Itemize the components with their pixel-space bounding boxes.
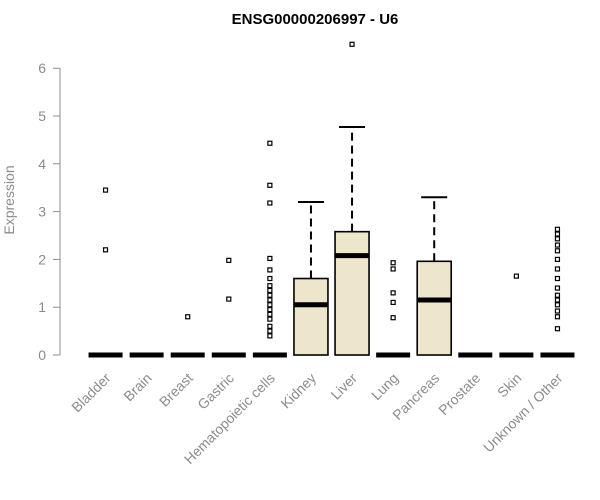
y-tick-label: 5 [38,108,46,124]
plot-area [88,41,575,358]
box-lung [376,260,411,358]
outlier-point [226,257,232,263]
outlier-point [185,314,191,320]
y-axis-label: Expression [1,165,17,234]
outlier-point [554,285,561,291]
outlier-point [554,292,561,298]
x-tick-label: Skin [494,370,525,401]
x-tick-label: Brain [120,370,154,404]
y-axis: 0 1 2 3 4 5 6 [38,60,61,363]
y-tick-label: 0 [38,347,46,363]
box-unknown-other [540,226,575,358]
outlier-point [554,248,561,254]
outlier-point [267,311,273,317]
box-iqr [416,260,453,356]
outlier-point [267,292,273,298]
y-tick-label: 4 [38,156,46,172]
outlier-point [554,297,561,303]
outlier-point [267,283,273,289]
outlier-point [554,242,561,248]
outlier-point [390,260,396,266]
x-tick-label: Bladder [68,370,114,416]
outlier-point [554,226,561,232]
outlier-point [554,256,561,262]
x-tick-label: Prostate [435,370,483,418]
x-tick-label: Liver [327,370,360,403]
box-skin [499,273,534,358]
outlier-point [267,316,273,322]
outlier-point [554,236,561,242]
outlier-point [102,247,109,253]
y-tick-label: 2 [38,251,46,267]
outlier-point [554,314,561,320]
outlier-point [390,266,396,272]
outlier-point [554,308,561,314]
x-tick-label: Lung [368,370,401,403]
outlier-point [267,287,273,294]
outlier-point [390,290,396,296]
box-hematopoietic-cells [252,140,287,358]
outlier-point [267,333,273,339]
chart-title: ENSG00000206997 - U6 [232,11,399,28]
x-tick-label: Breast [156,370,196,410]
outlier-point [554,302,561,308]
box-kidney [293,201,329,356]
outlier-point [554,326,561,332]
outlier-point [513,273,519,279]
outlier-point [267,297,273,303]
y-tick-label: 1 [38,299,46,315]
outlier-point [267,200,273,206]
outlier-point [267,182,273,188]
outlier-point [267,140,273,146]
box-liver [334,41,370,356]
outlier-point [267,267,273,273]
outlier-point [226,296,232,302]
outlier-point [390,299,396,306]
outlier-point [267,306,273,313]
box-gastric [211,257,246,358]
box-bladder [88,187,123,358]
outlier-point [554,275,561,282]
box-iqr [293,277,329,356]
box-breast [170,314,205,358]
outlier-point [267,323,273,329]
outlier-point [390,315,396,321]
box-pancreas [416,196,453,356]
y-tick-label: 6 [38,60,46,76]
outlier-point [554,231,561,237]
box-iqr [334,230,370,356]
y-tick-label: 3 [38,204,46,220]
outlier-point [267,255,273,262]
outlier-point [554,266,561,272]
x-tick-label: Kidney [277,370,319,412]
outlier-point [349,41,355,47]
outlier-point [267,328,273,334]
outlier-point [267,275,273,282]
outlier-point [267,302,273,308]
outlier-point [102,187,109,193]
